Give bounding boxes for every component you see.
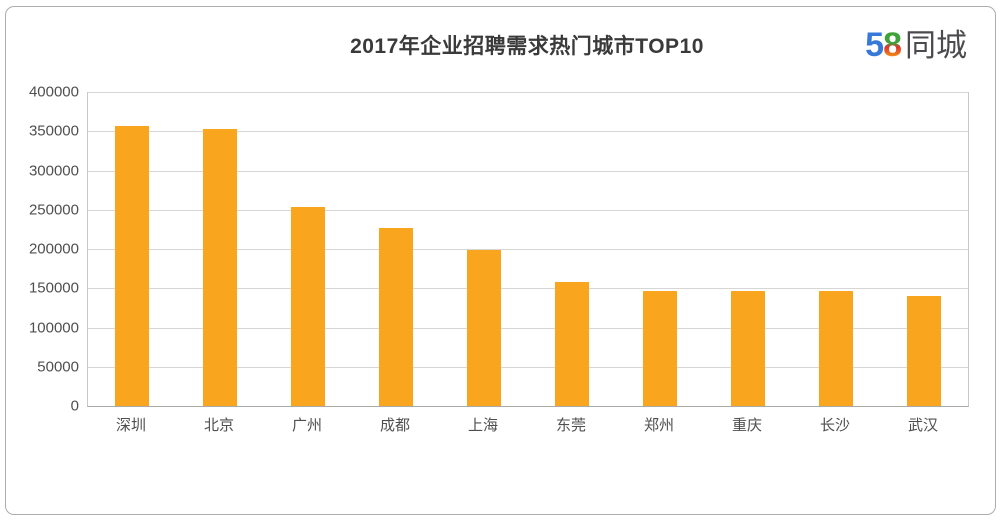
y-axis: 0 50000 100000 150000 200000 250000 300000 3500… [0, 84, 79, 415]
bar [467, 250, 501, 406]
chart-title: 2017年企业招聘需求热门城市TOP10 [350, 35, 704, 58]
x-tick-label: 郑州 [643, 417, 674, 434]
bar [291, 207, 325, 406]
y-tick-label: 350000 [28, 122, 79, 140]
y-tick-label: 300000 [28, 162, 79, 179]
logo-digit-5: 5 [865, 26, 884, 64]
gridline-250000 [88, 209, 968, 211]
gridline-350000 [88, 131, 968, 133]
bar [115, 126, 149, 406]
gridline-100000 [88, 327, 968, 329]
logo-suffix: 同城 [905, 28, 967, 63]
plot-area [87, 92, 969, 407]
gridline-200000 [88, 249, 968, 250]
bar [731, 291, 765, 406]
logo-digit-8: 8 [883, 26, 902, 64]
y-tick-label: 400000 [28, 83, 79, 101]
bar [555, 282, 589, 406]
y-tick-label: 150000 [28, 279, 79, 297]
bar [203, 129, 237, 406]
gridline-400000 [88, 92, 968, 93]
x-tick-label: 广州 [291, 417, 322, 434]
y-tick-label: 200000 [28, 240, 79, 258]
bar [907, 296, 941, 406]
gridline-50000 [88, 366, 968, 368]
x-tick-label: 上海 [467, 417, 498, 434]
logo-58tongcheng: 5 8 同城 [865, 20, 967, 64]
x-axis: 深圳 北京 广州 成都 上海 东莞 郑州 重庆 长沙 武汉 [87, 414, 967, 436]
x-tick-label: 成都 [379, 417, 410, 434]
x-tick-label: 深圳 [115, 417, 146, 434]
x-tick-label: 东莞 [555, 417, 586, 434]
y-tick-label: 100000 [28, 319, 79, 336]
y-tick-label: 250000 [28, 201, 79, 219]
x-tick-label: 北京 [203, 417, 234, 434]
x-tick-label: 重庆 [731, 417, 762, 434]
bar [819, 291, 853, 406]
y-tick-label: 0 [70, 397, 79, 415]
bar [379, 228, 413, 406]
gridline-150000 [88, 288, 968, 290]
y-tick-label: 50000 [37, 358, 79, 376]
bar [643, 291, 677, 406]
x-tick-label: 武汉 [907, 417, 938, 434]
x-tick-label: 长沙 [819, 417, 850, 434]
gridline-300000 [88, 170, 968, 172]
